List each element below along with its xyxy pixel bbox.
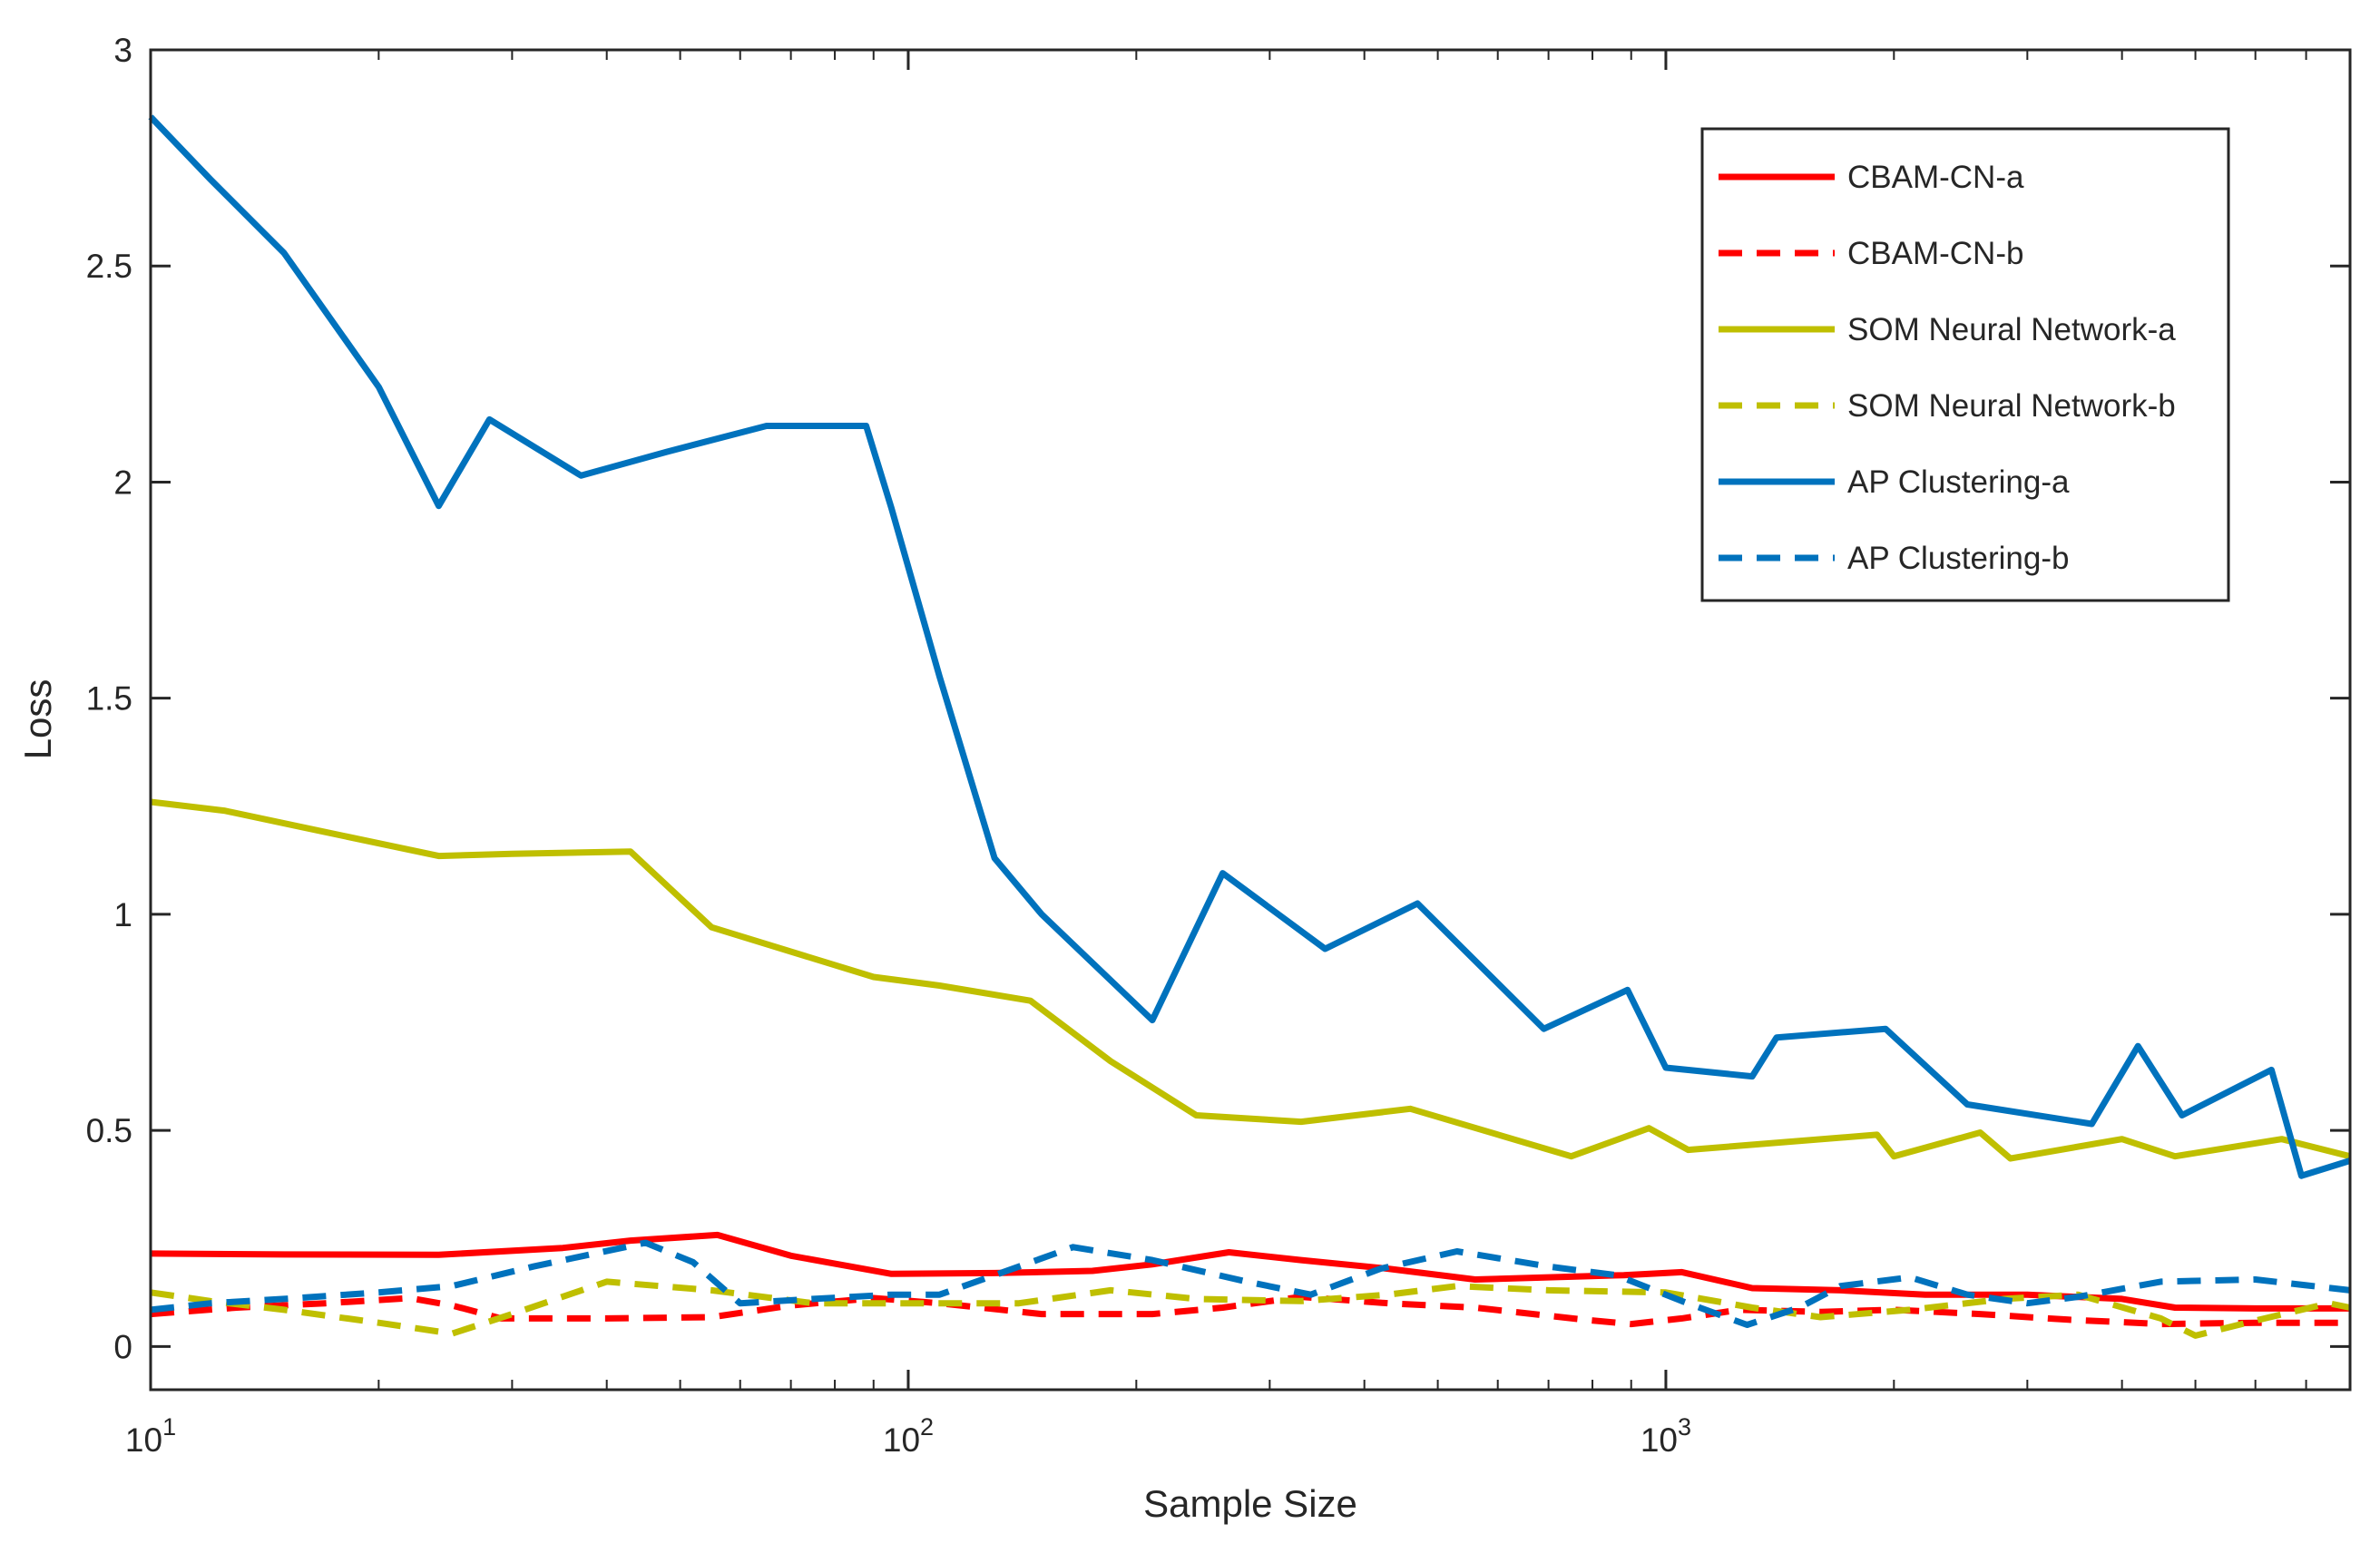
legend-items: CBAM-CN-a CBAM-CN-b SOM Neural Network-a SO… <box>1719 160 2176 576</box>
legend-label-cbam-cn-a: CBAM-CN-a <box>1847 160 2024 195</box>
y-tick-label: 0.5 <box>86 1112 132 1149</box>
series-line-ap-clustering-b <box>150 1239 2351 1328</box>
series-line-som-neural-network-b <box>150 1278 2351 1339</box>
y-axis-label: Loss <box>16 679 59 760</box>
series-line-som-neural-network-a <box>150 798 2351 1162</box>
legend: CBAM-CN-a CBAM-CN-b SOM Neural Network-a SO… <box>1700 127 2230 602</box>
ticks-layer: 0 0.5 1 1.5 2 2.5 3 101 102 103 <box>86 32 2351 1459</box>
legend-label-ap-clustering-a: AP Clustering-a <box>1847 464 2070 500</box>
legend-label-cbam-cn-b: CBAM-CN-b <box>1847 236 2023 271</box>
x-axis-label: Sample Size <box>1143 1482 1357 1525</box>
y-tick-label: 0 <box>113 1328 132 1365</box>
plot-frame <box>149 48 2352 1392</box>
series-layer <box>148 114 2352 1339</box>
legend-label-som-neural-network-a: SOM Neural Network-a <box>1847 312 2176 347</box>
legend-label-ap-clustering-b: AP Clustering-b <box>1847 541 2069 576</box>
y-tick-label: 3 <box>113 32 132 69</box>
y-tick-label: 1.5 <box>86 680 132 718</box>
y-tick-label: 2 <box>113 464 132 501</box>
x-tick-label: 101 <box>125 1413 176 1459</box>
legend-label-som-neural-network-b: SOM Neural Network-b <box>1847 388 2176 424</box>
y-tick-label: 1 <box>113 896 132 933</box>
x-tick-label: 103 <box>1641 1413 1691 1459</box>
legend-box <box>1700 127 2230 602</box>
y-tick-label: 2.5 <box>86 248 132 285</box>
x-tick-label: 102 <box>883 1413 934 1459</box>
series-line-ap-clustering-a <box>148 114 2352 1179</box>
